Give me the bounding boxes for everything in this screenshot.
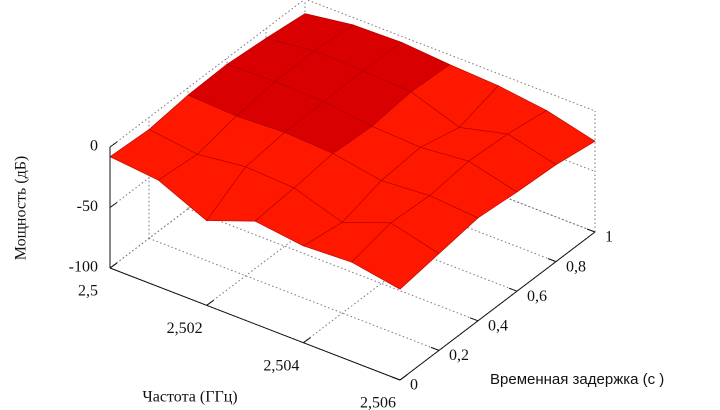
x-tick-label: 2,5 bbox=[78, 283, 98, 300]
y-tick-label: 0,4 bbox=[488, 317, 508, 334]
x-tick bbox=[206, 299, 214, 306]
x-tick-label: 2,506 bbox=[360, 395, 396, 410]
y-tick bbox=[430, 346, 440, 351]
y-tick bbox=[547, 258, 557, 263]
x-axis-label: Частота (ГГц) bbox=[142, 389, 237, 406]
z-tick bbox=[109, 141, 118, 148]
surface-patch bbox=[351, 222, 440, 290]
y-tick bbox=[586, 228, 596, 233]
x-tick bbox=[109, 262, 118, 269]
z-tick bbox=[109, 202, 118, 208]
y-tick bbox=[391, 376, 401, 381]
y-tick-label: 0 bbox=[410, 377, 418, 394]
y-tick-label: 0,6 bbox=[527, 288, 547, 305]
x-tick bbox=[303, 337, 311, 344]
y-axis bbox=[399, 231, 596, 381]
grid-line bbox=[109, 0, 596, 148]
x-tick-label: 2,502 bbox=[167, 320, 203, 337]
y-tick-label: 0,2 bbox=[449, 347, 469, 364]
y-tick bbox=[508, 287, 518, 292]
x-tick bbox=[399, 374, 408, 381]
z-tick-label: -100 bbox=[69, 259, 98, 276]
x-tick-label: 2,504 bbox=[263, 357, 299, 374]
y-tick-label: 1 bbox=[605, 229, 613, 246]
y-tick bbox=[469, 317, 479, 322]
z-tick-label: 0 bbox=[90, 138, 98, 155]
z-tick-label: -50 bbox=[77, 198, 98, 215]
y-tick-label: 0,8 bbox=[566, 258, 586, 275]
y-axis-label: Временная задержка (с ) bbox=[490, 371, 664, 388]
x-axis bbox=[109, 267, 401, 381]
z-axis-label: Мощность (дБ) bbox=[13, 156, 30, 260]
